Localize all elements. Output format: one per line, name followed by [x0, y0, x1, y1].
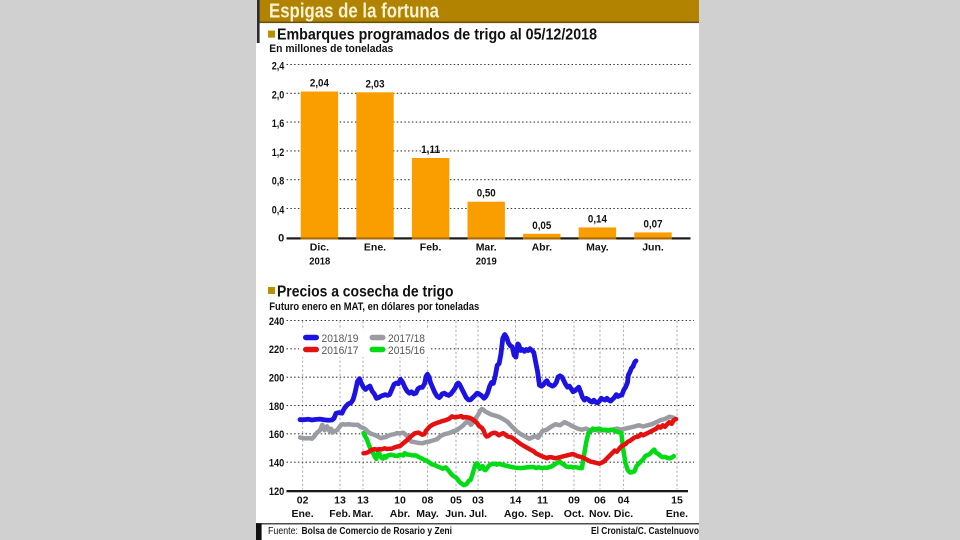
svg-text:0,05: 0,05 [532, 220, 551, 232]
svg-text:Nov.: Nov. [589, 508, 611, 520]
svg-text:02: 02 [297, 494, 309, 506]
svg-text:2018: 2018 [309, 256, 330, 268]
svg-text:Ene.: Ene. [364, 241, 386, 253]
svg-text:Jul.: Jul. [469, 508, 487, 520]
svg-text:04: 04 [618, 494, 630, 506]
svg-text:Fuente:: Fuente: [268, 526, 298, 537]
svg-text:Oct.: Oct. [564, 508, 585, 520]
svg-text:Abr.: Abr. [532, 241, 553, 253]
svg-text:14: 14 [510, 494, 522, 506]
svg-text:1,6: 1,6 [272, 118, 285, 130]
svg-text:Jun.: Jun. [642, 241, 664, 253]
svg-text:Feb.: Feb. [329, 508, 351, 520]
svg-text:Feb.: Feb. [420, 241, 442, 253]
svg-text:140: 140 [269, 458, 284, 470]
svg-text:0,4: 0,4 [272, 205, 285, 217]
svg-text:El Cronista/C. Castelnuovo: El Cronista/C. Castelnuovo [591, 526, 699, 537]
svg-text:240: 240 [269, 316, 284, 328]
svg-text:09: 09 [568, 494, 580, 506]
svg-text:06: 06 [594, 494, 606, 506]
svg-text:0,14: 0,14 [588, 213, 608, 225]
svg-text:2017/18: 2017/18 [388, 333, 425, 345]
svg-text:Ene.: Ene. [666, 508, 688, 520]
svg-text:0,50: 0,50 [477, 188, 496, 200]
svg-text:200: 200 [269, 373, 284, 385]
svg-text:Ene.: Ene. [292, 508, 314, 520]
svg-text:160: 160 [269, 429, 284, 441]
svg-text:1,11: 1,11 [421, 144, 440, 156]
svg-text:2,4: 2,4 [272, 61, 285, 73]
svg-text:1,2: 1,2 [272, 147, 285, 159]
svg-text:Jun.: Jun. [445, 508, 467, 520]
svg-text:10: 10 [394, 494, 406, 506]
svg-text:2019: 2019 [476, 256, 497, 268]
svg-text:05: 05 [450, 494, 462, 506]
svg-text:120: 120 [269, 486, 284, 498]
svg-text:Mar.: Mar. [352, 508, 373, 520]
svg-text:0,07: 0,07 [644, 218, 663, 230]
svg-text:Mar.: Mar. [476, 241, 497, 253]
svg-text:May.: May. [586, 241, 609, 253]
svg-text:0: 0 [278, 233, 284, 245]
svg-text:13: 13 [334, 494, 346, 506]
svg-text:Dic.: Dic. [310, 241, 329, 253]
svg-text:Bolsa de Comercio de Rosario y: Bolsa de Comercio de Rosario y Zeni [302, 526, 453, 537]
svg-text:13: 13 [357, 494, 369, 506]
svg-text:Futuro enero en MAT, en dólare: Futuro enero en MAT, en dólares por tone… [269, 301, 479, 313]
svg-text:2,0: 2,0 [272, 89, 285, 101]
svg-text:May.: May. [416, 508, 439, 520]
svg-text:220: 220 [269, 344, 284, 356]
svg-text:Ago.: Ago. [504, 508, 527, 520]
svg-text:2018/19: 2018/19 [322, 333, 359, 345]
svg-text:08: 08 [422, 494, 434, 506]
svg-text:180: 180 [269, 401, 284, 413]
svg-text:Dic.: Dic. [614, 508, 633, 520]
svg-text:2,04: 2,04 [310, 78, 330, 90]
svg-text:15: 15 [671, 494, 683, 506]
svg-text:Embarques programados de trigo: Embarques programados de trigo al 05/12/… [277, 27, 597, 44]
svg-text:Sep.: Sep. [531, 508, 553, 520]
svg-text:En millones de toneladas: En millones de toneladas [269, 43, 393, 55]
svg-text:0,8: 0,8 [272, 176, 285, 188]
svg-text:11: 11 [537, 494, 548, 506]
svg-text:Abr.: Abr. [390, 508, 411, 520]
svg-text:2,03: 2,03 [366, 78, 385, 90]
svg-text:Precios a cosecha de trigo: Precios a cosecha de trigo [277, 284, 454, 301]
svg-text:2016/17: 2016/17 [322, 345, 359, 357]
svg-text:03: 03 [472, 494, 484, 506]
svg-text:Espigas de la fortuna: Espigas de la fortuna [269, 0, 440, 22]
svg-text:2015/16: 2015/16 [388, 345, 425, 357]
